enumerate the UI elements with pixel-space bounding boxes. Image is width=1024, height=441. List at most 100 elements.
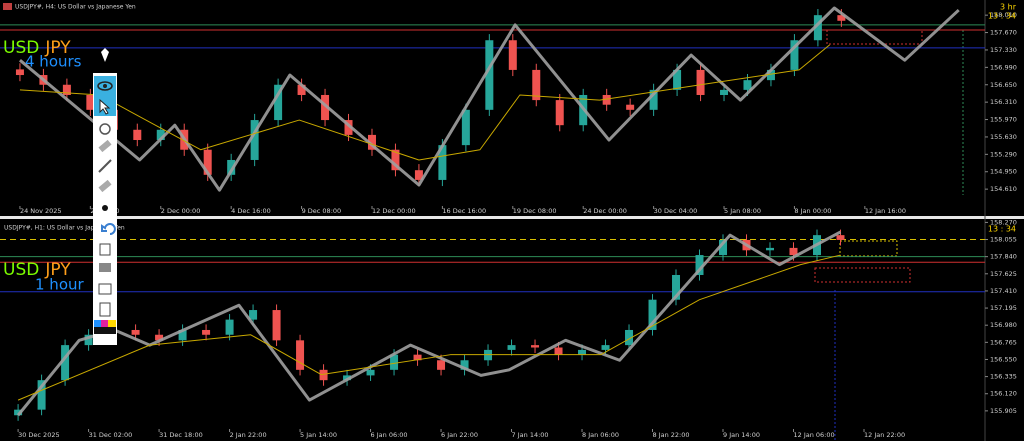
candle-body [460,360,469,370]
y-tick-label: 156.990 [990,63,1017,71]
x-tick-label: 31 Dec 18:00 [159,431,203,439]
candle-body [719,239,728,256]
moving-average [17,254,841,401]
x-tick-label: 8 Jan 06:00 [582,431,619,439]
candle-body [131,329,140,335]
candle-body [37,380,46,410]
candle-body [203,149,212,175]
x-tick-label: 2 Jan 22:00 [230,431,267,439]
candle-body [789,247,798,256]
y-tick-label: 154.950 [990,168,1017,176]
candle-body [438,145,447,180]
candle-body [61,345,70,381]
y-tick-label: 156.765 [990,338,1017,346]
candle-body [790,40,799,70]
candle-body [319,369,328,381]
candle-body [15,69,24,76]
color-swatch[interactable] [101,320,108,327]
eye-icon[interactable] [97,81,113,91]
x-tick-label: 9 Jan 14:00 [723,431,760,439]
candle-body [601,345,610,350]
zone-box [826,29,923,45]
clipboard-icon[interactable] [99,302,111,317]
color-swatch[interactable] [94,327,116,334]
y-tick-label: 155.970 [990,116,1017,124]
x-tick-label: 16 Dec 16:00 [442,207,486,215]
candle-body [62,84,71,95]
y-tick-label: 157.330 [990,46,1017,54]
candle-body [602,94,611,105]
zigzag-line [18,6,960,192]
candle-body [343,375,352,381]
x-tick-label: 4 Dec 16:00 [231,207,271,215]
drawing-toolbar[interactable] [93,48,117,345]
symbol-base: USD [3,38,39,58]
y-tick-label: 157.410 [990,287,1017,295]
candle-body [84,334,93,346]
zone-box [814,267,911,283]
tool-icon[interactable] [98,159,112,173]
cursor-icon[interactable] [99,98,111,115]
undo-icon[interactable] [101,223,116,235]
candle-body [696,69,705,95]
candle-body [461,109,470,146]
pen-icon[interactable] [101,48,109,62]
x-tick-label: 12 Jan 06:00 [793,431,834,439]
candle-body [366,369,375,376]
x-tick-label: 2 Dec 00:00 [161,207,201,215]
candle-body [720,89,729,95]
candle-body [813,15,822,41]
candle-body [625,329,634,346]
y-tick-label: 157.840 [990,253,1017,261]
panel-title: USDJPY#, H4: US Dollar vs Japanese Yen [15,4,136,11]
candle-body [321,94,330,121]
x-tick-label: 19 Dec 08:00 [513,207,557,215]
panel-separator [0,216,1024,219]
candle-body [648,299,657,330]
dot-icon[interactable] [102,205,108,211]
timeframe: 4 hours [25,53,82,71]
candle-body [367,134,376,150]
screenshot-icon[interactable] [98,283,112,295]
x-tick-label: 30 Dec 04:00 [654,207,698,215]
x-tick-label: 31 Dec 02:00 [89,431,133,439]
window-icon [3,3,12,10]
candle-body [555,100,564,126]
candle-body [507,345,516,350]
candle-body [485,40,494,110]
candle-body [837,15,846,21]
candle-body [274,84,283,121]
y-tick-label: 156.980 [990,321,1017,329]
tool-icon[interactable] [99,123,111,135]
timeframe: 1 hour [35,276,85,294]
candle-body [344,120,353,135]
trash-icon[interactable] [99,243,111,256]
candle-body [390,354,399,370]
candle-body [391,149,400,171]
x-tick-label: 5 Jan 14:00 [300,431,337,439]
panel-title: USDJPY#, H1: US Dollar vs Japanese Yen [4,225,125,232]
y-tick-label: 157.625 [990,270,1017,278]
x-tick-label: 8 Jan 00:00 [794,207,831,215]
candle-body [508,40,517,70]
bar-timer: 3 hr [1000,3,1017,12]
x-tick-label: 8 Jan 22:00 [653,431,690,439]
color-swatch[interactable] [108,320,116,327]
bar-timer: 13 : 34 [988,12,1016,21]
moving-average [19,44,830,161]
chart-layers: USDJPY#, H4: US Dollar vs Japanese Yen 15… [0,3,1017,439]
candle-body [695,255,704,275]
tool-icon[interactable] [98,179,112,193]
candle-body [673,69,682,90]
color-swatch[interactable] [94,320,101,327]
tool-icon[interactable] [99,263,111,272]
tool-icon[interactable] [98,139,112,153]
candle-body [413,354,422,361]
candle-body [249,310,258,320]
candle-body [743,80,752,90]
candle-body [531,345,540,348]
x-tick-label: 9 Dec 08:00 [302,207,342,215]
x-tick-label: 24 Dec 00:00 [583,207,627,215]
y-tick-label: 155.630 [990,133,1017,141]
